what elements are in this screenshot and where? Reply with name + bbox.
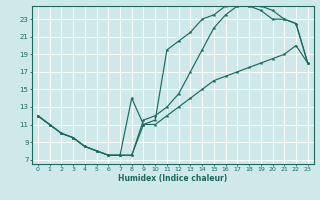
X-axis label: Humidex (Indice chaleur): Humidex (Indice chaleur) — [118, 174, 228, 183]
